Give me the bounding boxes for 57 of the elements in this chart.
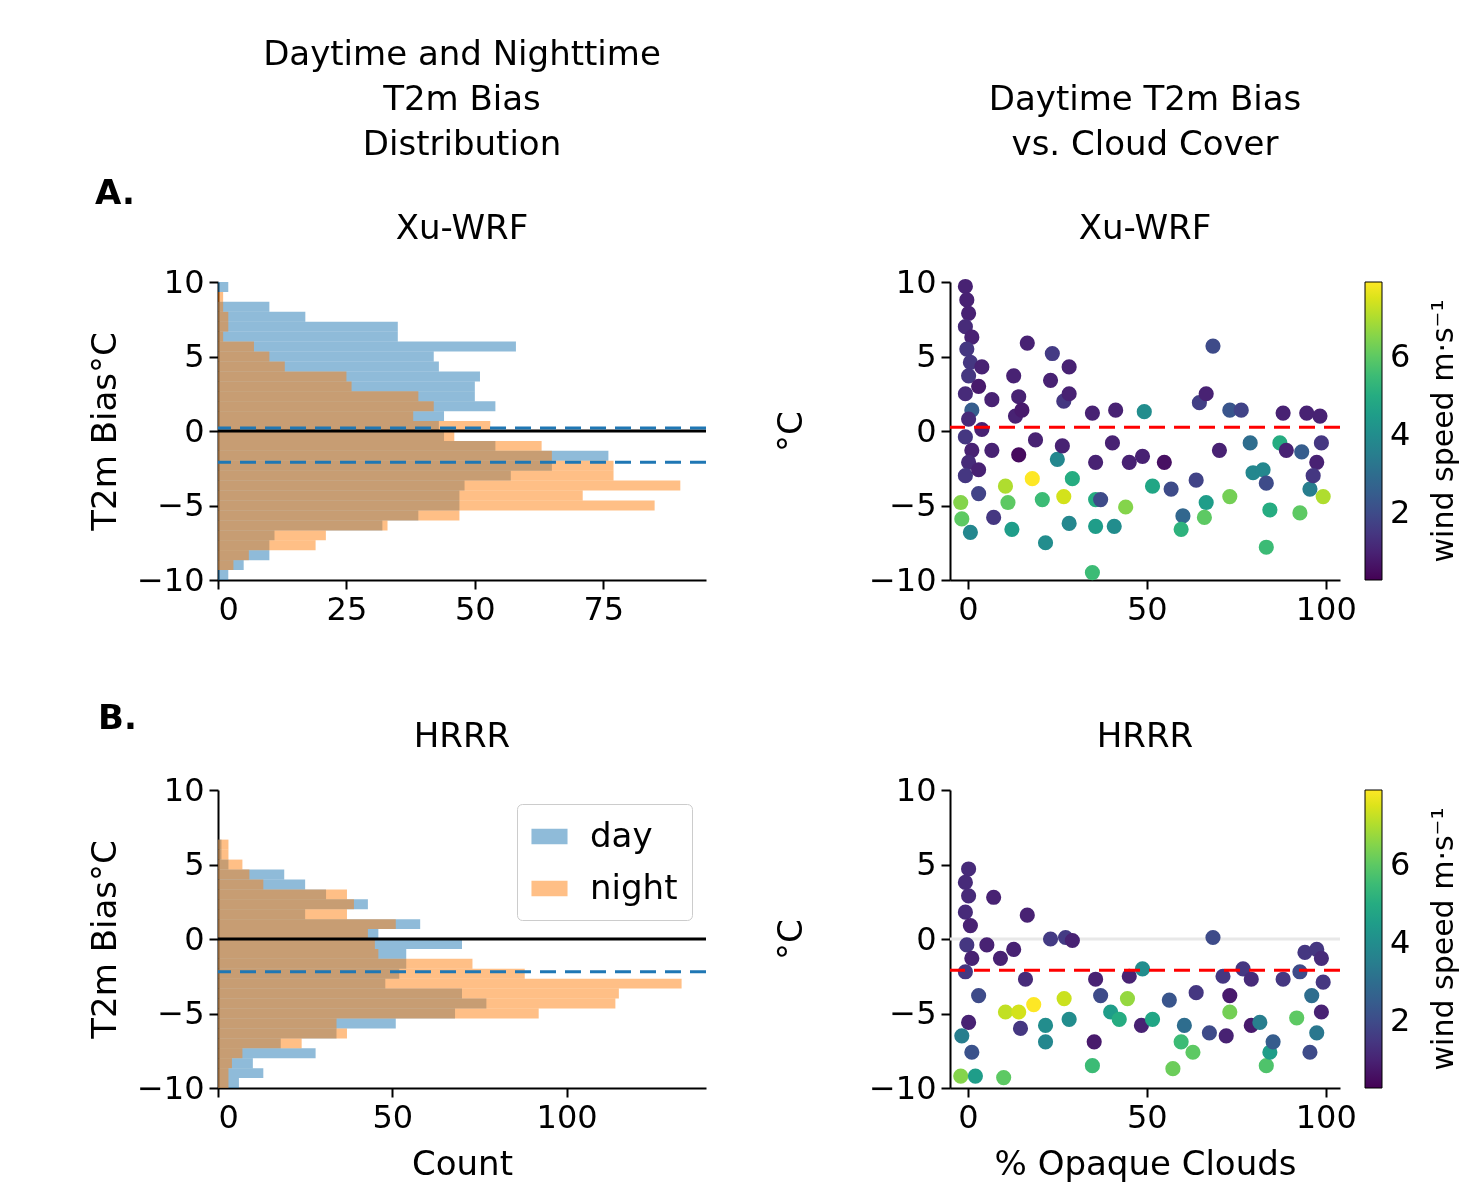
y-tick-label: −10 xyxy=(136,1068,205,1107)
chart-title: HRRR xyxy=(413,715,511,755)
y-tick-label: −10 xyxy=(868,1068,937,1107)
color-bar-label: 6 xyxy=(1390,844,1411,883)
x-tick-label: 50 xyxy=(1126,589,1168,628)
x-tick-label: 0 xyxy=(958,1097,979,1136)
legend-label: night xyxy=(590,866,678,907)
x-tick-label: 75 xyxy=(583,589,625,628)
y-tick-label: −5 xyxy=(157,486,205,524)
color-bar-label: 2 xyxy=(1390,493,1411,532)
chart-title: HRRR xyxy=(1096,715,1194,755)
y-tick-label: 5 xyxy=(916,337,937,375)
y-tick-label: −5 xyxy=(889,486,937,524)
y-tick-label: −10 xyxy=(136,560,205,599)
color-bar-label: 4 xyxy=(1390,414,1411,453)
y-axis-title: T2m Bias°C xyxy=(83,332,124,532)
x-tick-label: 0 xyxy=(958,589,979,628)
y-tick-label: 0 xyxy=(916,411,937,450)
x-tick-label: 100 xyxy=(1295,589,1357,628)
y-tick-label: 10 xyxy=(895,262,937,301)
chart-title: Daytime T2m Bias vs. Cloud Cover xyxy=(988,78,1302,163)
y-tick-label: −5 xyxy=(157,994,205,1032)
text: B. xyxy=(98,697,137,737)
y-tick-label: 5 xyxy=(916,845,937,883)
text: A. xyxy=(95,172,135,212)
y-tick-label: 5 xyxy=(184,337,205,375)
x-axis-title: Count xyxy=(412,1142,513,1183)
chart-title: Daytime and Nighttime T2m Bias Distribution xyxy=(263,33,661,163)
y-tick-label: −10 xyxy=(868,560,937,599)
y-axis-title: °C xyxy=(769,411,810,452)
y-tick-label: 0 xyxy=(184,411,205,450)
x-tick-label: 0 xyxy=(218,589,239,628)
color-bar-label: 4 xyxy=(1390,922,1411,961)
y-axis-title: T2m Bias°C xyxy=(83,840,124,1040)
y-axis-title: °C xyxy=(769,919,810,960)
chart-subtitle: Xu-WRF xyxy=(395,207,529,247)
y-tick-label: 0 xyxy=(916,919,937,958)
x-tick-label: 50 xyxy=(1126,1097,1168,1136)
y-tick-label: 10 xyxy=(895,770,937,809)
y-tick-label: −5 xyxy=(889,994,937,1032)
x-axis-title: % Opaque Clouds xyxy=(994,1142,1297,1183)
y-tick-label: 5 xyxy=(184,845,205,883)
x-tick-label: 100 xyxy=(1295,1097,1357,1136)
y-tick-label: 0 xyxy=(184,919,205,958)
x-tick-label: 50 xyxy=(454,589,496,628)
legend-label: day xyxy=(590,814,653,855)
color-bar-title: wind speed m·s⁻¹ xyxy=(1425,299,1460,563)
color-bar-label: 2 xyxy=(1390,1001,1411,1040)
x-tick-label: 100 xyxy=(536,1097,598,1136)
x-tick-label: 25 xyxy=(326,589,368,628)
y-tick-label: 10 xyxy=(163,770,205,809)
x-tick-label: 50 xyxy=(372,1097,414,1136)
y-tick-label: 10 xyxy=(163,262,205,301)
color-bar-label: 6 xyxy=(1390,336,1411,375)
color-bar-title: wind speed m·s⁻¹ xyxy=(1425,807,1460,1071)
chart-subtitle: Xu-WRF xyxy=(1078,207,1212,247)
x-tick-label: 0 xyxy=(218,1097,239,1136)
